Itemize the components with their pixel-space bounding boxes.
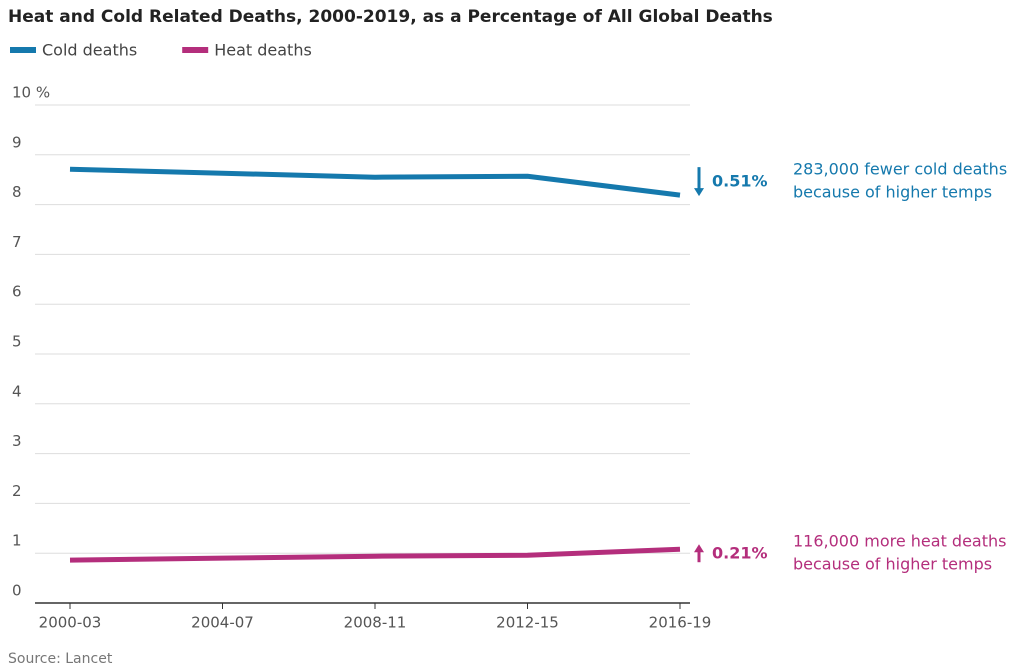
legend-label: Heat deaths: [214, 41, 312, 60]
change-label: 0.51%: [712, 172, 768, 191]
y-tick-label: 3: [12, 432, 22, 450]
y-tick-label: 2: [12, 482, 22, 500]
legend-swatch: [182, 47, 209, 53]
change-label: 0.21%: [712, 544, 768, 563]
x-tick-label: 2008-11: [344, 614, 407, 632]
y-tick-label: 1: [12, 532, 22, 550]
annotation-text: 283,000 fewer cold deaths: [793, 160, 1007, 179]
source: Source: Lancet: [8, 651, 113, 667]
arrow-head: [694, 544, 704, 553]
annotation-text: 116,000 more heat deaths: [793, 532, 1006, 551]
y-tick-label: 5: [12, 333, 22, 351]
line-series: [69, 166, 681, 198]
y-tick-label: 4: [12, 382, 22, 400]
y-tick-label: 9: [12, 133, 22, 151]
x-tick-label: 2000-03: [39, 614, 102, 632]
x-tick-label: 2012-15: [496, 614, 559, 632]
legend-label: Cold deaths: [42, 41, 137, 60]
y-tick-label: 8: [12, 183, 22, 201]
y-tick-label: 10 %: [12, 84, 50, 102]
x-tick-label: 2016-19: [649, 614, 712, 632]
x-tick-label: 2004-07: [191, 614, 254, 632]
y-tick-label: 7: [12, 233, 22, 251]
chart-title: Heat and Cold Related Deaths, 2000-2019,…: [8, 7, 773, 27]
annotation-text: because of higher temps: [793, 183, 992, 202]
arrow-head: [694, 188, 704, 197]
y-tick-label: 6: [12, 283, 22, 301]
annotation-text: because of higher temps: [793, 555, 992, 574]
legend-swatch: [10, 47, 36, 53]
y-tick-label: 0: [12, 582, 22, 600]
line-series: [69, 546, 681, 563]
